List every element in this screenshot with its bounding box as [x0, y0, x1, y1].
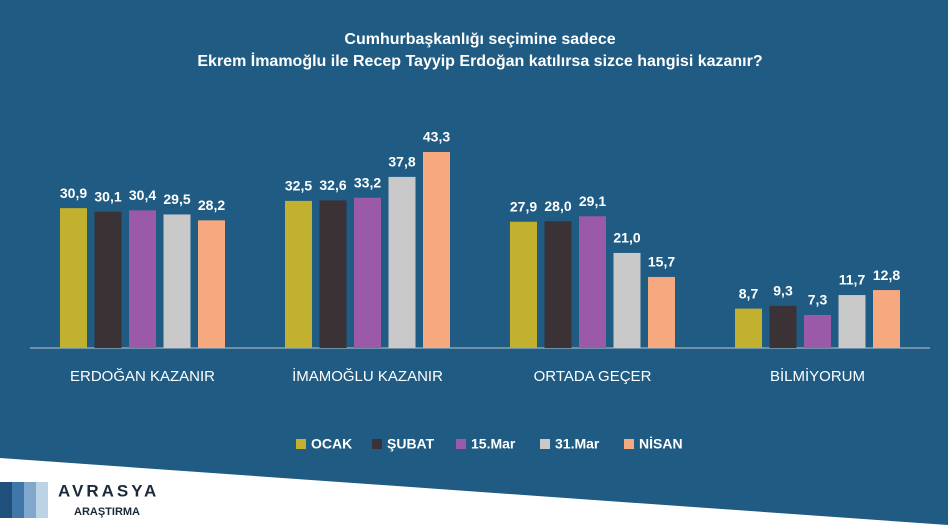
bar — [60, 208, 87, 348]
data-label: 28,2 — [198, 197, 225, 213]
bar — [388, 176, 416, 348]
data-label: 29,5 — [163, 191, 190, 207]
data-label: 30,9 — [60, 185, 87, 201]
chart-title: Cumhurbaşkanlığı seçimine sadece — [344, 31, 615, 48]
bar — [129, 210, 156, 348]
logo-name: AVRASYA — [58, 481, 159, 500]
legend-swatch — [372, 439, 382, 449]
logo-stripe — [36, 482, 48, 518]
data-label: 15,7 — [648, 254, 675, 270]
footer-band — [0, 458, 948, 525]
data-label: 12,8 — [873, 267, 900, 283]
x-tick-label: İMAMOĞLU KAZANIR — [292, 367, 443, 385]
x-tick-label: ERDOĞAN KAZANIR — [70, 368, 215, 385]
data-label: 30,4 — [129, 187, 156, 203]
bar — [735, 308, 762, 348]
legend-label: 15.Mar — [471, 436, 516, 452]
data-label: 37,8 — [388, 154, 415, 170]
bar — [94, 211, 122, 348]
legend-swatch — [456, 439, 466, 449]
bar — [319, 200, 347, 348]
chart-title: Ekrem İmamoğlu ile Recep Tayyip Erdoğan … — [197, 52, 762, 70]
x-tick-label: BİLMİYORUM — [770, 367, 865, 385]
bar — [873, 290, 900, 348]
data-label: 32,6 — [319, 177, 346, 193]
bar — [804, 314, 831, 348]
x-tick-label: ORTADA GEÇER — [534, 368, 652, 385]
data-label: 7,3 — [808, 292, 828, 308]
legend-label: 31.Mar — [555, 436, 600, 452]
legend-swatch — [624, 439, 634, 449]
bar — [544, 221, 572, 348]
data-label: 21,0 — [613, 230, 640, 246]
data-label: 30,1 — [94, 188, 121, 204]
data-label: 9,3 — [773, 283, 793, 299]
bar — [510, 221, 537, 348]
bar — [648, 276, 675, 348]
bar — [198, 220, 225, 348]
data-label: 43,3 — [423, 129, 450, 145]
data-label: 27,9 — [510, 198, 537, 214]
bar — [354, 197, 381, 348]
legend-swatch — [540, 439, 550, 449]
legend-label: OCAK — [311, 436, 352, 452]
data-label: 8,7 — [739, 285, 759, 301]
legend-label: ŞUBAT — [387, 436, 435, 452]
data-label: 11,7 — [839, 272, 866, 288]
logo-stripe — [12, 482, 24, 518]
bar — [163, 214, 191, 348]
bar — [423, 152, 450, 348]
legend-label: NİSAN — [639, 436, 683, 452]
bar — [613, 252, 641, 348]
bar — [579, 216, 606, 348]
bar — [769, 305, 797, 348]
bar — [285, 200, 312, 348]
data-label: 32,5 — [285, 178, 312, 194]
data-label: 29,1 — [579, 193, 606, 209]
logo-stripe — [0, 482, 12, 518]
logo-sub: ARAŞTIRMA — [74, 506, 140, 518]
logo: AVRASYA ARAŞTIRMA — [0, 481, 159, 518]
legend-swatch — [296, 439, 306, 449]
logo-stripe — [24, 482, 36, 518]
bar — [838, 295, 866, 348]
data-label: 28,0 — [544, 198, 571, 214]
data-label: 33,2 — [354, 174, 381, 190]
